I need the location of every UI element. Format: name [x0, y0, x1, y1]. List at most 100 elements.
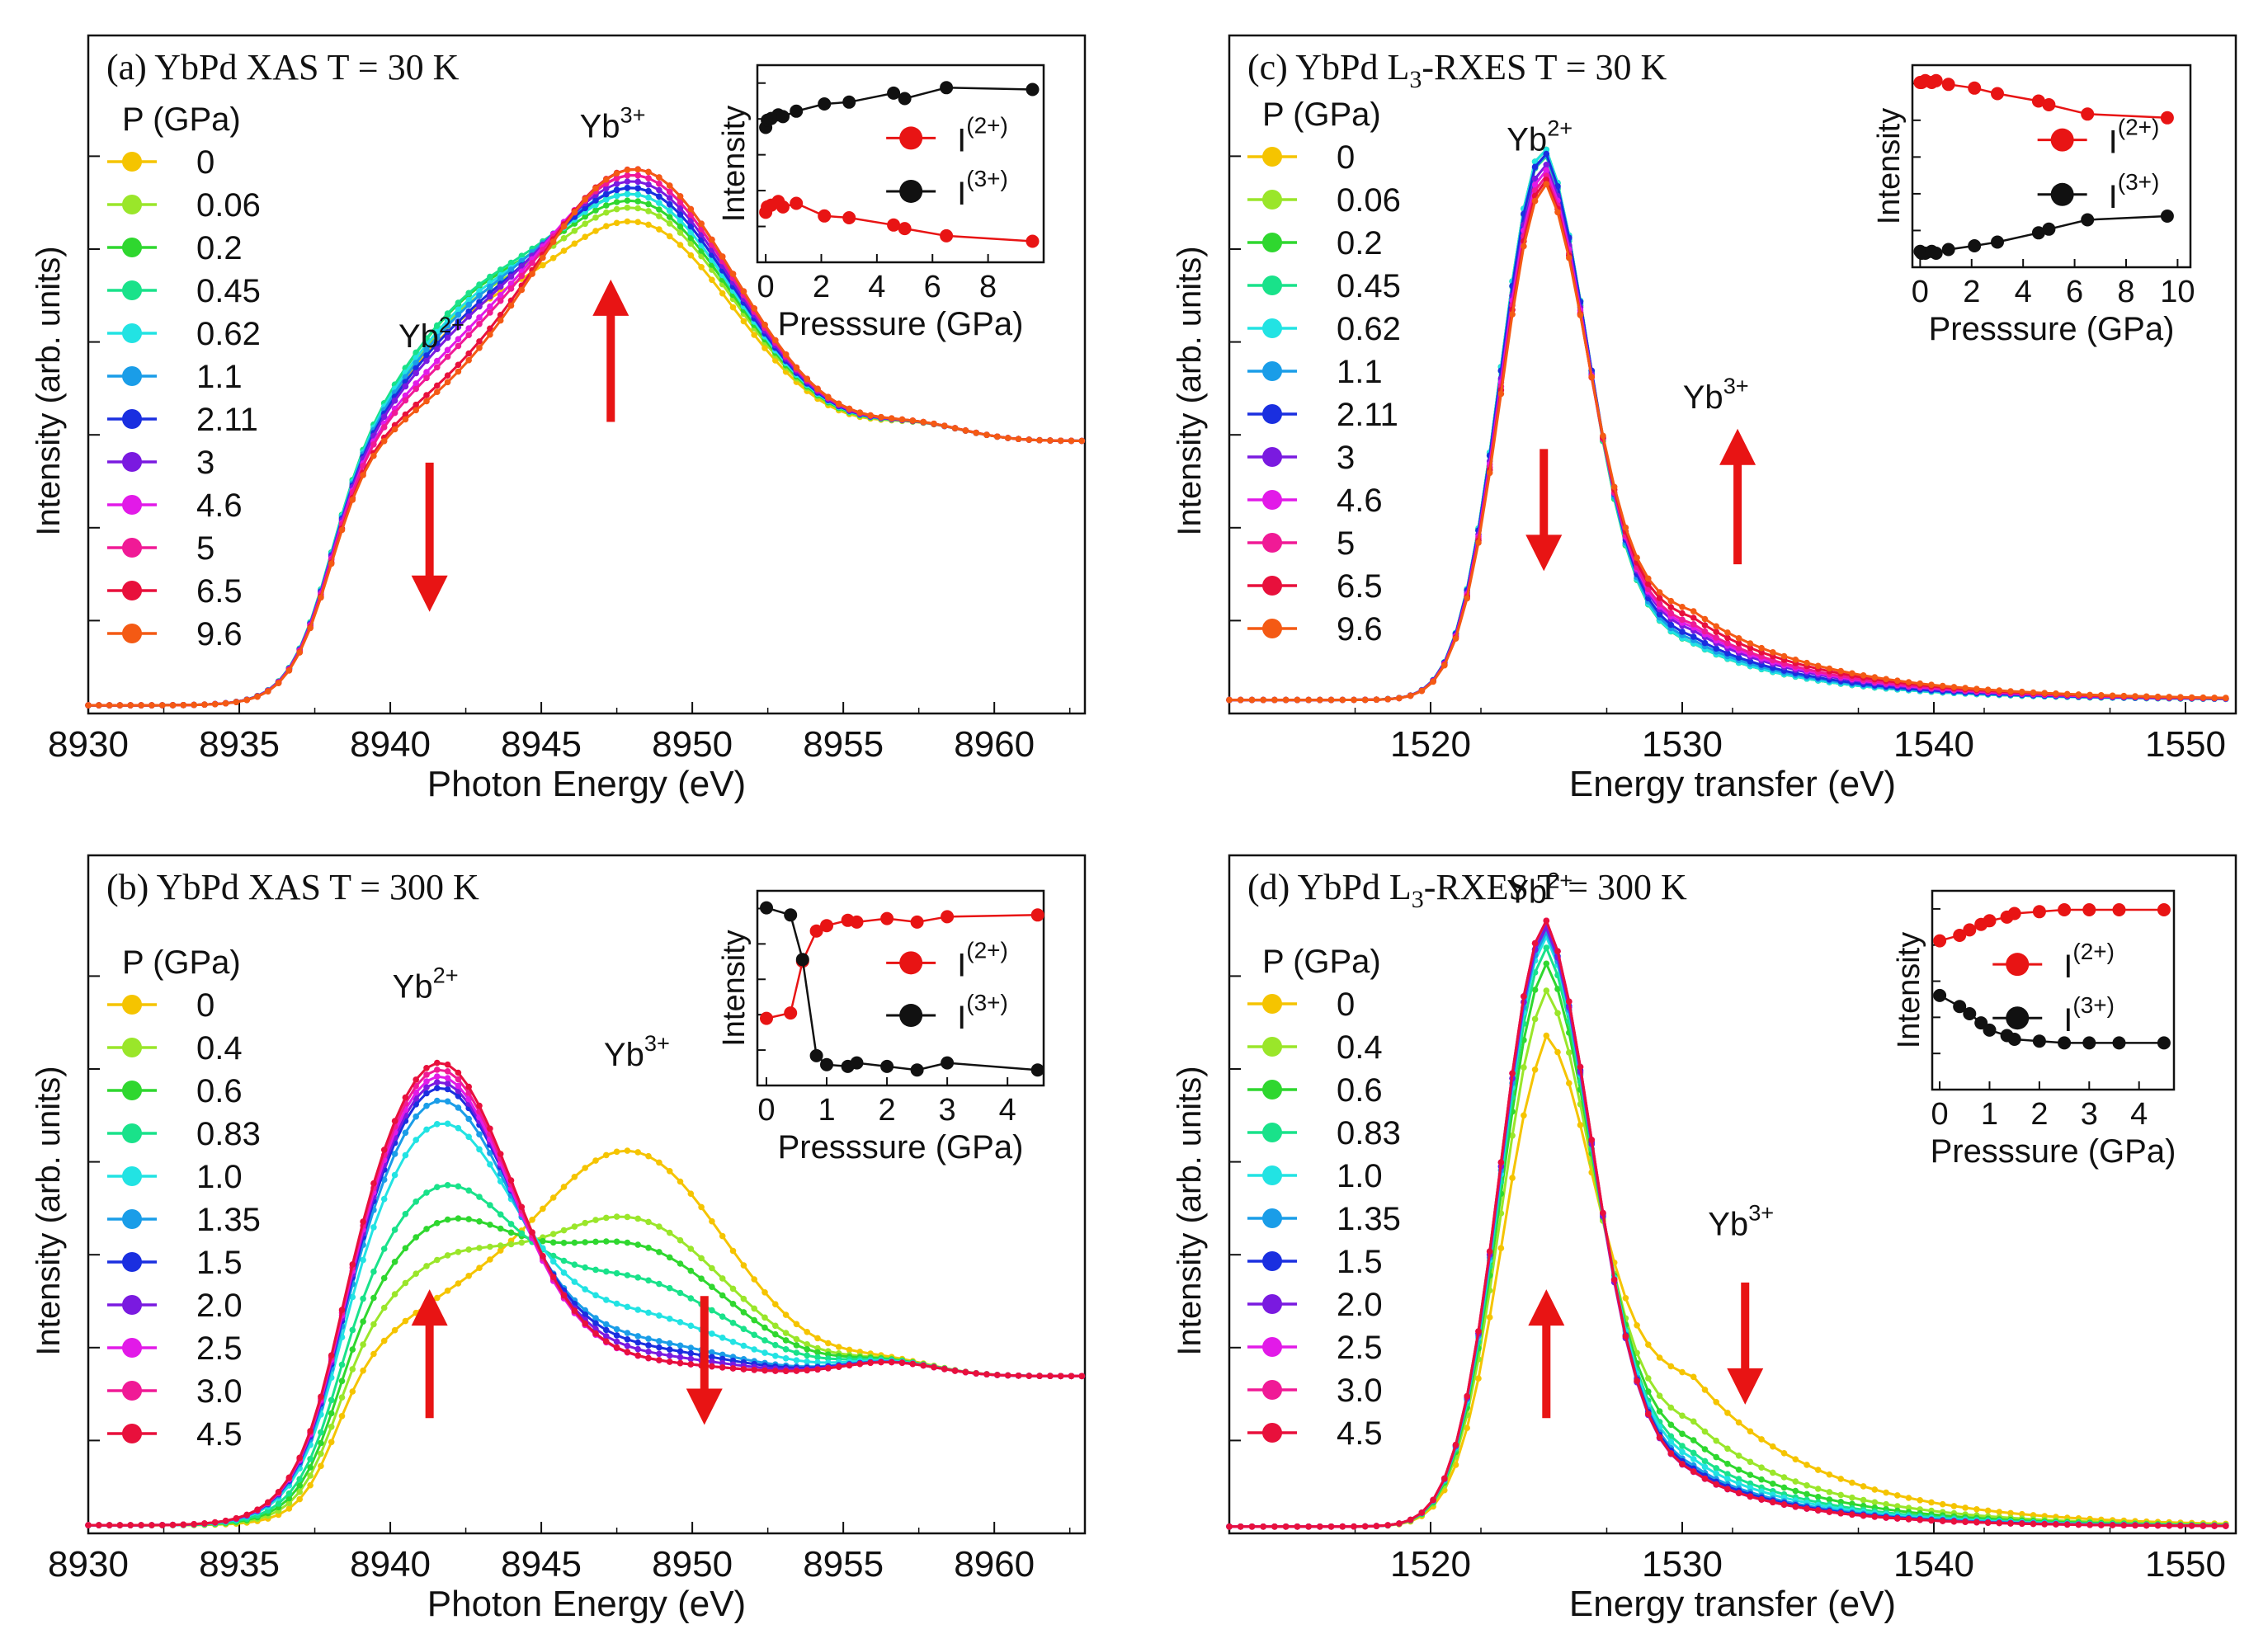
- inset-point: [2081, 107, 2095, 121]
- inset-x-tick-label: 8: [979, 270, 997, 304]
- data-point: [677, 1354, 684, 1361]
- legend-label: 0.2: [196, 230, 243, 266]
- data-point: [666, 220, 673, 227]
- data-point: [1747, 1472, 1754, 1478]
- data-point: [444, 1288, 451, 1294]
- inset-point: [784, 908, 798, 922]
- data-point: [1814, 1494, 1822, 1500]
- data-point: [1747, 640, 1754, 647]
- data-point: [656, 1159, 662, 1166]
- inset-point: [1941, 243, 1955, 257]
- inset-point: [940, 81, 954, 95]
- data-point: [1814, 662, 1822, 670]
- data-point: [1792, 1478, 1799, 1485]
- data-point: [1610, 483, 1618, 491]
- data-point: [1464, 595, 1470, 602]
- data-point: [497, 1151, 504, 1157]
- data-point: [1441, 662, 1448, 669]
- data-point: [1860, 1512, 1867, 1519]
- data-point: [360, 1318, 366, 1325]
- data-point: [1837, 1499, 1844, 1505]
- data-point: [898, 416, 906, 423]
- data-point: [529, 1217, 535, 1223]
- data-point: [888, 415, 895, 422]
- data-point: [1543, 960, 1550, 968]
- data-point: [380, 1274, 388, 1282]
- data-point: [285, 1500, 293, 1507]
- data-point: [994, 1372, 1001, 1378]
- data-point: [413, 1076, 420, 1083]
- legend-label: 4.6: [196, 487, 243, 524]
- data-point: [846, 405, 853, 412]
- data-point: [318, 1429, 324, 1436]
- legend-label: 0.6: [196, 1073, 243, 1109]
- data-point: [1928, 1517, 1935, 1524]
- data-point: [814, 1366, 821, 1373]
- legend-swatch-marker: [1262, 1037, 1282, 1057]
- data-point: [455, 323, 462, 331]
- data-point: [666, 182, 673, 189]
- data-point: [2007, 1520, 2014, 1527]
- data-point: [370, 1350, 377, 1358]
- data-point: [1770, 1469, 1776, 1476]
- data-point: [719, 290, 726, 297]
- data-point: [423, 1078, 430, 1085]
- inset-point: [1968, 81, 1982, 95]
- data-point: [592, 1320, 599, 1327]
- panel-title: (a) YbPd XAS T = 30 K: [106, 47, 460, 87]
- data-point: [1690, 1456, 1697, 1462]
- data-point: [1396, 695, 1403, 702]
- data-point: [825, 393, 832, 401]
- legend-swatch-marker: [1262, 1123, 1282, 1142]
- data-point: [476, 321, 483, 327]
- data-point: [1351, 696, 1357, 704]
- data-point: [1871, 674, 1879, 680]
- data-point: [1690, 1449, 1697, 1457]
- data-point: [423, 1084, 430, 1090]
- data-point: [729, 304, 737, 311]
- data-point: [740, 1309, 747, 1316]
- data-point: [2154, 693, 2162, 700]
- data-point: [318, 1450, 324, 1457]
- data-point: [455, 336, 462, 343]
- series-9.6: [1226, 181, 2229, 704]
- data-point: [434, 1079, 441, 1085]
- inset-frame: [1931, 889, 2176, 1091]
- data-point: [391, 1151, 398, 1157]
- data-point: [1905, 1495, 1912, 1501]
- data-point: [772, 1301, 779, 1307]
- data-point: [434, 1294, 441, 1302]
- data-point: [1917, 680, 1923, 687]
- data-point: [613, 1338, 620, 1345]
- legend-label: 0.83: [1337, 1115, 1401, 1151]
- data-point: [2086, 1521, 2093, 1528]
- data-point: [1792, 657, 1799, 663]
- data-point: [497, 1247, 504, 1254]
- data-point: [666, 214, 673, 220]
- data-point: [603, 1333, 610, 1340]
- data-point: [444, 353, 451, 360]
- data-point: [603, 1238, 610, 1245]
- data-point: [476, 1102, 483, 1109]
- data-point: [698, 220, 705, 228]
- data-point: [338, 1307, 346, 1313]
- data-point: [1645, 575, 1652, 582]
- data-point: [1871, 1514, 1879, 1520]
- data-point: [106, 702, 113, 709]
- legend-swatch-marker: [122, 538, 142, 558]
- data-point: [370, 1180, 377, 1187]
- data-point: [391, 1171, 398, 1179]
- data-point: [391, 1227, 398, 1233]
- data-point: [1588, 1137, 1595, 1143]
- data-point: [582, 1165, 588, 1171]
- data-point: [719, 1232, 726, 1240]
- data-point: [318, 594, 324, 601]
- data-point: [307, 1481, 314, 1489]
- data-point: [592, 1330, 599, 1337]
- data-point: [709, 1354, 715, 1361]
- data-point: [465, 1216, 472, 1222]
- data-point: [116, 1522, 124, 1528]
- data-point: [582, 1311, 588, 1318]
- data-point: [423, 335, 430, 342]
- data-point: [476, 1146, 483, 1153]
